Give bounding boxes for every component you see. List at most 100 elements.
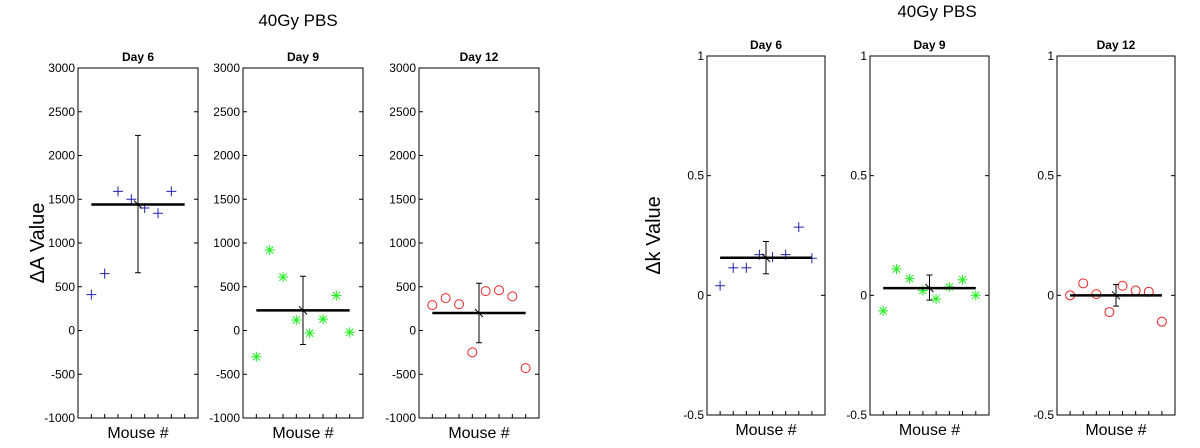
data-point <box>1117 280 1128 291</box>
chart-title: 40Gy PBS <box>258 11 337 30</box>
plot-frame <box>869 55 990 416</box>
y-tick-label: -1000 <box>44 411 75 425</box>
data-point <box>741 262 752 273</box>
y-tick-label: 1 <box>860 49 867 63</box>
data-point <box>1104 307 1115 318</box>
x-axis-label: Mouse # <box>448 425 509 442</box>
mean-marker <box>474 308 484 318</box>
y-tick-label: 3000 <box>48 61 75 75</box>
panel-title: Day 6 <box>122 50 154 64</box>
marker-stroke <box>332 291 341 300</box>
marker-stroke <box>958 275 967 284</box>
y-tick-label: 0.5 <box>1037 169 1054 183</box>
x-axis-label: Mouse # <box>107 425 168 442</box>
data-point <box>480 286 491 297</box>
data-point <box>970 290 981 301</box>
y-tick-label: 0 <box>409 324 416 338</box>
data-point <box>99 268 110 279</box>
data-point <box>166 186 177 197</box>
y-tick-label: 1000 <box>48 236 75 250</box>
data-point <box>878 305 889 316</box>
data-point <box>467 347 478 358</box>
mean-marker <box>925 283 934 293</box>
marker-stroke <box>892 265 901 273</box>
y-tick-label: 0 <box>233 324 240 338</box>
y-tick-label: 0 <box>1047 288 1054 302</box>
y-tick-label: 1500 <box>48 192 75 206</box>
y-tick-label: 1500 <box>389 192 416 206</box>
data-point <box>494 285 504 296</box>
panel-day-6: Day 6 -1000 -500 0 500 1000 1500 2000 2500 3000 Mo… <box>44 50 199 442</box>
marker-stroke <box>292 316 301 324</box>
data-point <box>520 363 531 374</box>
data-point <box>153 208 163 219</box>
data-point <box>931 293 942 304</box>
plot-frame <box>418 67 540 419</box>
marker-stroke <box>971 291 980 300</box>
data-point <box>331 290 342 301</box>
marker-stroke <box>879 306 888 315</box>
chart-1: 40Gy PBS ΔA Value Day 6 -1000 -500 0 500 1000 15… <box>27 11 540 442</box>
y-tick-label: -0.5 <box>1033 408 1054 422</box>
panel-day-9: Day 9 -0.5 0 0.5 1 Mouse # <box>846 38 990 439</box>
panel-day-12: Day 12 -1000 -500 0 500 1000 1500 2000 2500 3000 M… <box>385 50 540 442</box>
mean-marker <box>133 200 143 209</box>
data-point <box>1130 285 1141 296</box>
data-point <box>318 314 328 325</box>
plot-frame <box>242 67 364 419</box>
data-point <box>454 299 464 310</box>
y-tick-label: 500 <box>55 280 75 294</box>
y-tick-label: 0.5 <box>687 169 704 183</box>
data-point <box>957 274 968 285</box>
y-tick-label: 1 <box>1047 49 1054 63</box>
mean-marker <box>298 306 308 315</box>
marker-stroke <box>905 274 914 283</box>
y-tick-label: 3000 <box>213 61 240 75</box>
data-point <box>793 222 804 233</box>
data-point <box>304 328 315 339</box>
plot-frame <box>706 55 826 416</box>
data-point <box>126 194 137 205</box>
panel-title: Day 12 <box>1097 38 1136 52</box>
y-tick-label: -0.5 <box>683 408 704 422</box>
marker-stroke <box>252 352 261 361</box>
x-axis-label: Mouse # <box>899 422 960 439</box>
y-tick-label: 500 <box>396 280 416 294</box>
panel-title: Day 6 <box>750 38 782 52</box>
y-tick-label: 1 <box>697 49 704 63</box>
y-tick-label: -500 <box>51 367 75 381</box>
y-tick-label: -0.5 <box>846 408 867 422</box>
marker-stroke <box>305 329 314 338</box>
y-tick-label: -500 <box>216 367 240 381</box>
panel-day-12: Day 12 -0.5 0 0.5 1 Mouse # <box>1033 38 1176 439</box>
panel-title: Day 9 <box>287 50 319 64</box>
marker-stroke <box>319 315 327 324</box>
y-tick-label: -500 <box>392 367 416 381</box>
data-point <box>728 262 739 273</box>
marker-stroke <box>265 246 274 254</box>
y-tick-label: 0 <box>68 324 75 338</box>
data-point <box>507 291 518 302</box>
y-tick-label: 2500 <box>213 105 240 119</box>
panel-title: Day 12 <box>460 50 499 64</box>
y-tick-label: 2000 <box>389 149 416 163</box>
data-point <box>891 264 902 275</box>
y-tick-label: 500 <box>220 280 240 294</box>
data-point <box>264 245 275 255</box>
data-point <box>278 272 288 283</box>
y-tick-label: 2000 <box>213 149 240 163</box>
y-axis-label: Δk Value <box>643 196 665 275</box>
y-tick-label: 0 <box>860 288 867 302</box>
chart-2: 40Gy PBS Δk Value Day 6 -0.5 0 0.5 1 Mouse # Day… <box>643 2 1176 439</box>
y-tick-label: 1000 <box>389 236 416 250</box>
data-point <box>427 300 438 311</box>
data-point <box>1078 278 1089 289</box>
marker-stroke <box>279 273 287 282</box>
chart-title: 40Gy PBS <box>897 2 976 21</box>
y-tick-label: -1000 <box>209 411 240 425</box>
data-point <box>440 293 451 304</box>
marker-stroke <box>345 328 354 337</box>
panel-day-6: Day 6 -0.5 0 0.5 1 Mouse # <box>683 38 826 439</box>
x-axis-label: Mouse # <box>735 422 796 439</box>
